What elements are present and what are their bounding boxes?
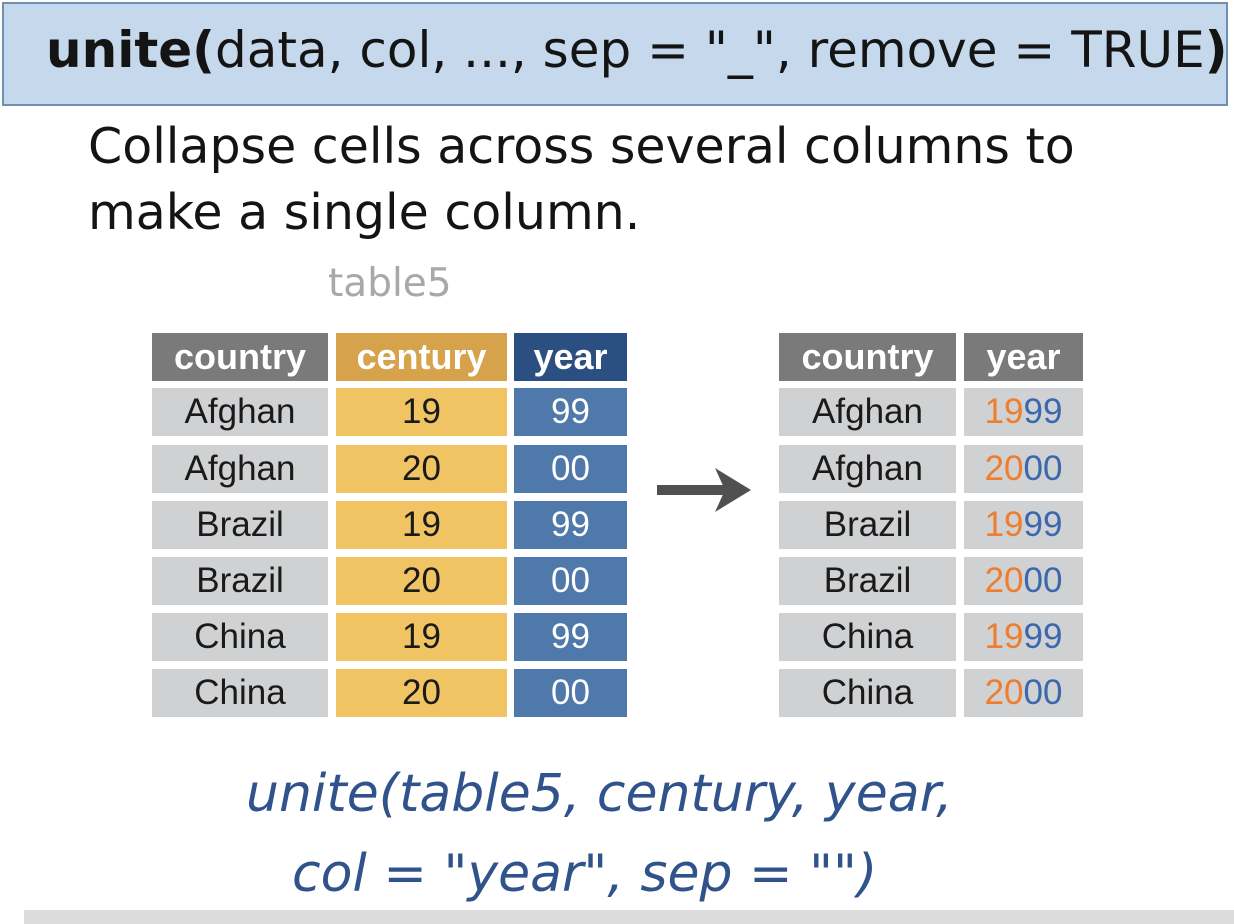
year-year-part: 99 [1023,392,1063,431]
table-name-label: table5 [328,261,452,306]
output-cell-year: 1999 [964,388,1083,436]
year-year-part: 00 [1023,561,1063,600]
bottom-divider [24,910,1234,924]
output-cell-country: Afghan [779,445,956,493]
code-line-1: unite(table5, century, year, [246,764,953,824]
input-header-year: year [514,333,627,381]
function-signature: unite(data, col, ..., sep = "_", remove … [46,18,1228,82]
input-cell-year: 99 [514,388,627,436]
year-century-part: 20 [984,561,1024,600]
year-year-part: 99 [1023,617,1063,656]
output-header-year: year [964,333,1083,381]
output-cell-country: China [779,669,956,717]
input-cell-country: Afghan [152,388,328,436]
input-header-century: century [336,333,507,381]
function-args: data, col, ..., sep = "_", remove = TRUE [215,21,1205,79]
year-year-part: 00 [1023,673,1063,712]
input-cell-country: China [152,613,328,661]
input-cell-country: Brazil [152,557,328,605]
input-cell-century: 19 [336,613,507,661]
right-arrow-icon [657,468,751,512]
input-cell-century: 19 [336,388,507,436]
output-cell-year: 1999 [964,501,1083,549]
input-cell-year: 99 [514,501,627,549]
output-cell-year: 2000 [964,445,1083,493]
input-cell-year: 00 [514,445,627,493]
input-header-country: country [152,333,328,381]
input-cell-year: 00 [514,669,627,717]
year-year-part: 99 [1023,505,1063,544]
open-paren: ( [192,21,216,79]
input-cell-century: 20 [336,445,507,493]
year-century-part: 19 [984,617,1024,656]
year-century-part: 19 [984,392,1024,431]
output-cell-year: 2000 [964,557,1083,605]
function-name: unite [46,21,193,79]
input-cell-century: 20 [336,557,507,605]
input-cell-year: 99 [514,613,627,661]
description: Collapse cells across several columns to… [88,118,1075,241]
output-cell-year: 1999 [964,613,1083,661]
year-century-part: 19 [984,505,1024,544]
signature-box: unite(data, col, ..., sep = "_", remove … [2,2,1228,106]
output-cell-country: Afghan [779,388,956,436]
year-year-part: 00 [1023,449,1063,488]
close-paren: ) [1204,21,1228,79]
input-cell-country: Brazil [152,501,328,549]
output-header-country: country [779,333,956,381]
input-cell-century: 20 [336,669,507,717]
year-century-part: 20 [984,449,1024,488]
input-cell-year: 00 [514,557,627,605]
output-cell-country: Brazil [779,557,956,605]
input-cell-century: 19 [336,501,507,549]
year-century-part: 20 [984,673,1024,712]
output-cell-country: China [779,613,956,661]
code-line-2: col = "year", sep = "") [292,844,878,904]
input-cell-country: China [152,669,328,717]
output-cell-year: 2000 [964,669,1083,717]
output-cell-country: Brazil [779,501,956,549]
input-cell-country: Afghan [152,445,328,493]
